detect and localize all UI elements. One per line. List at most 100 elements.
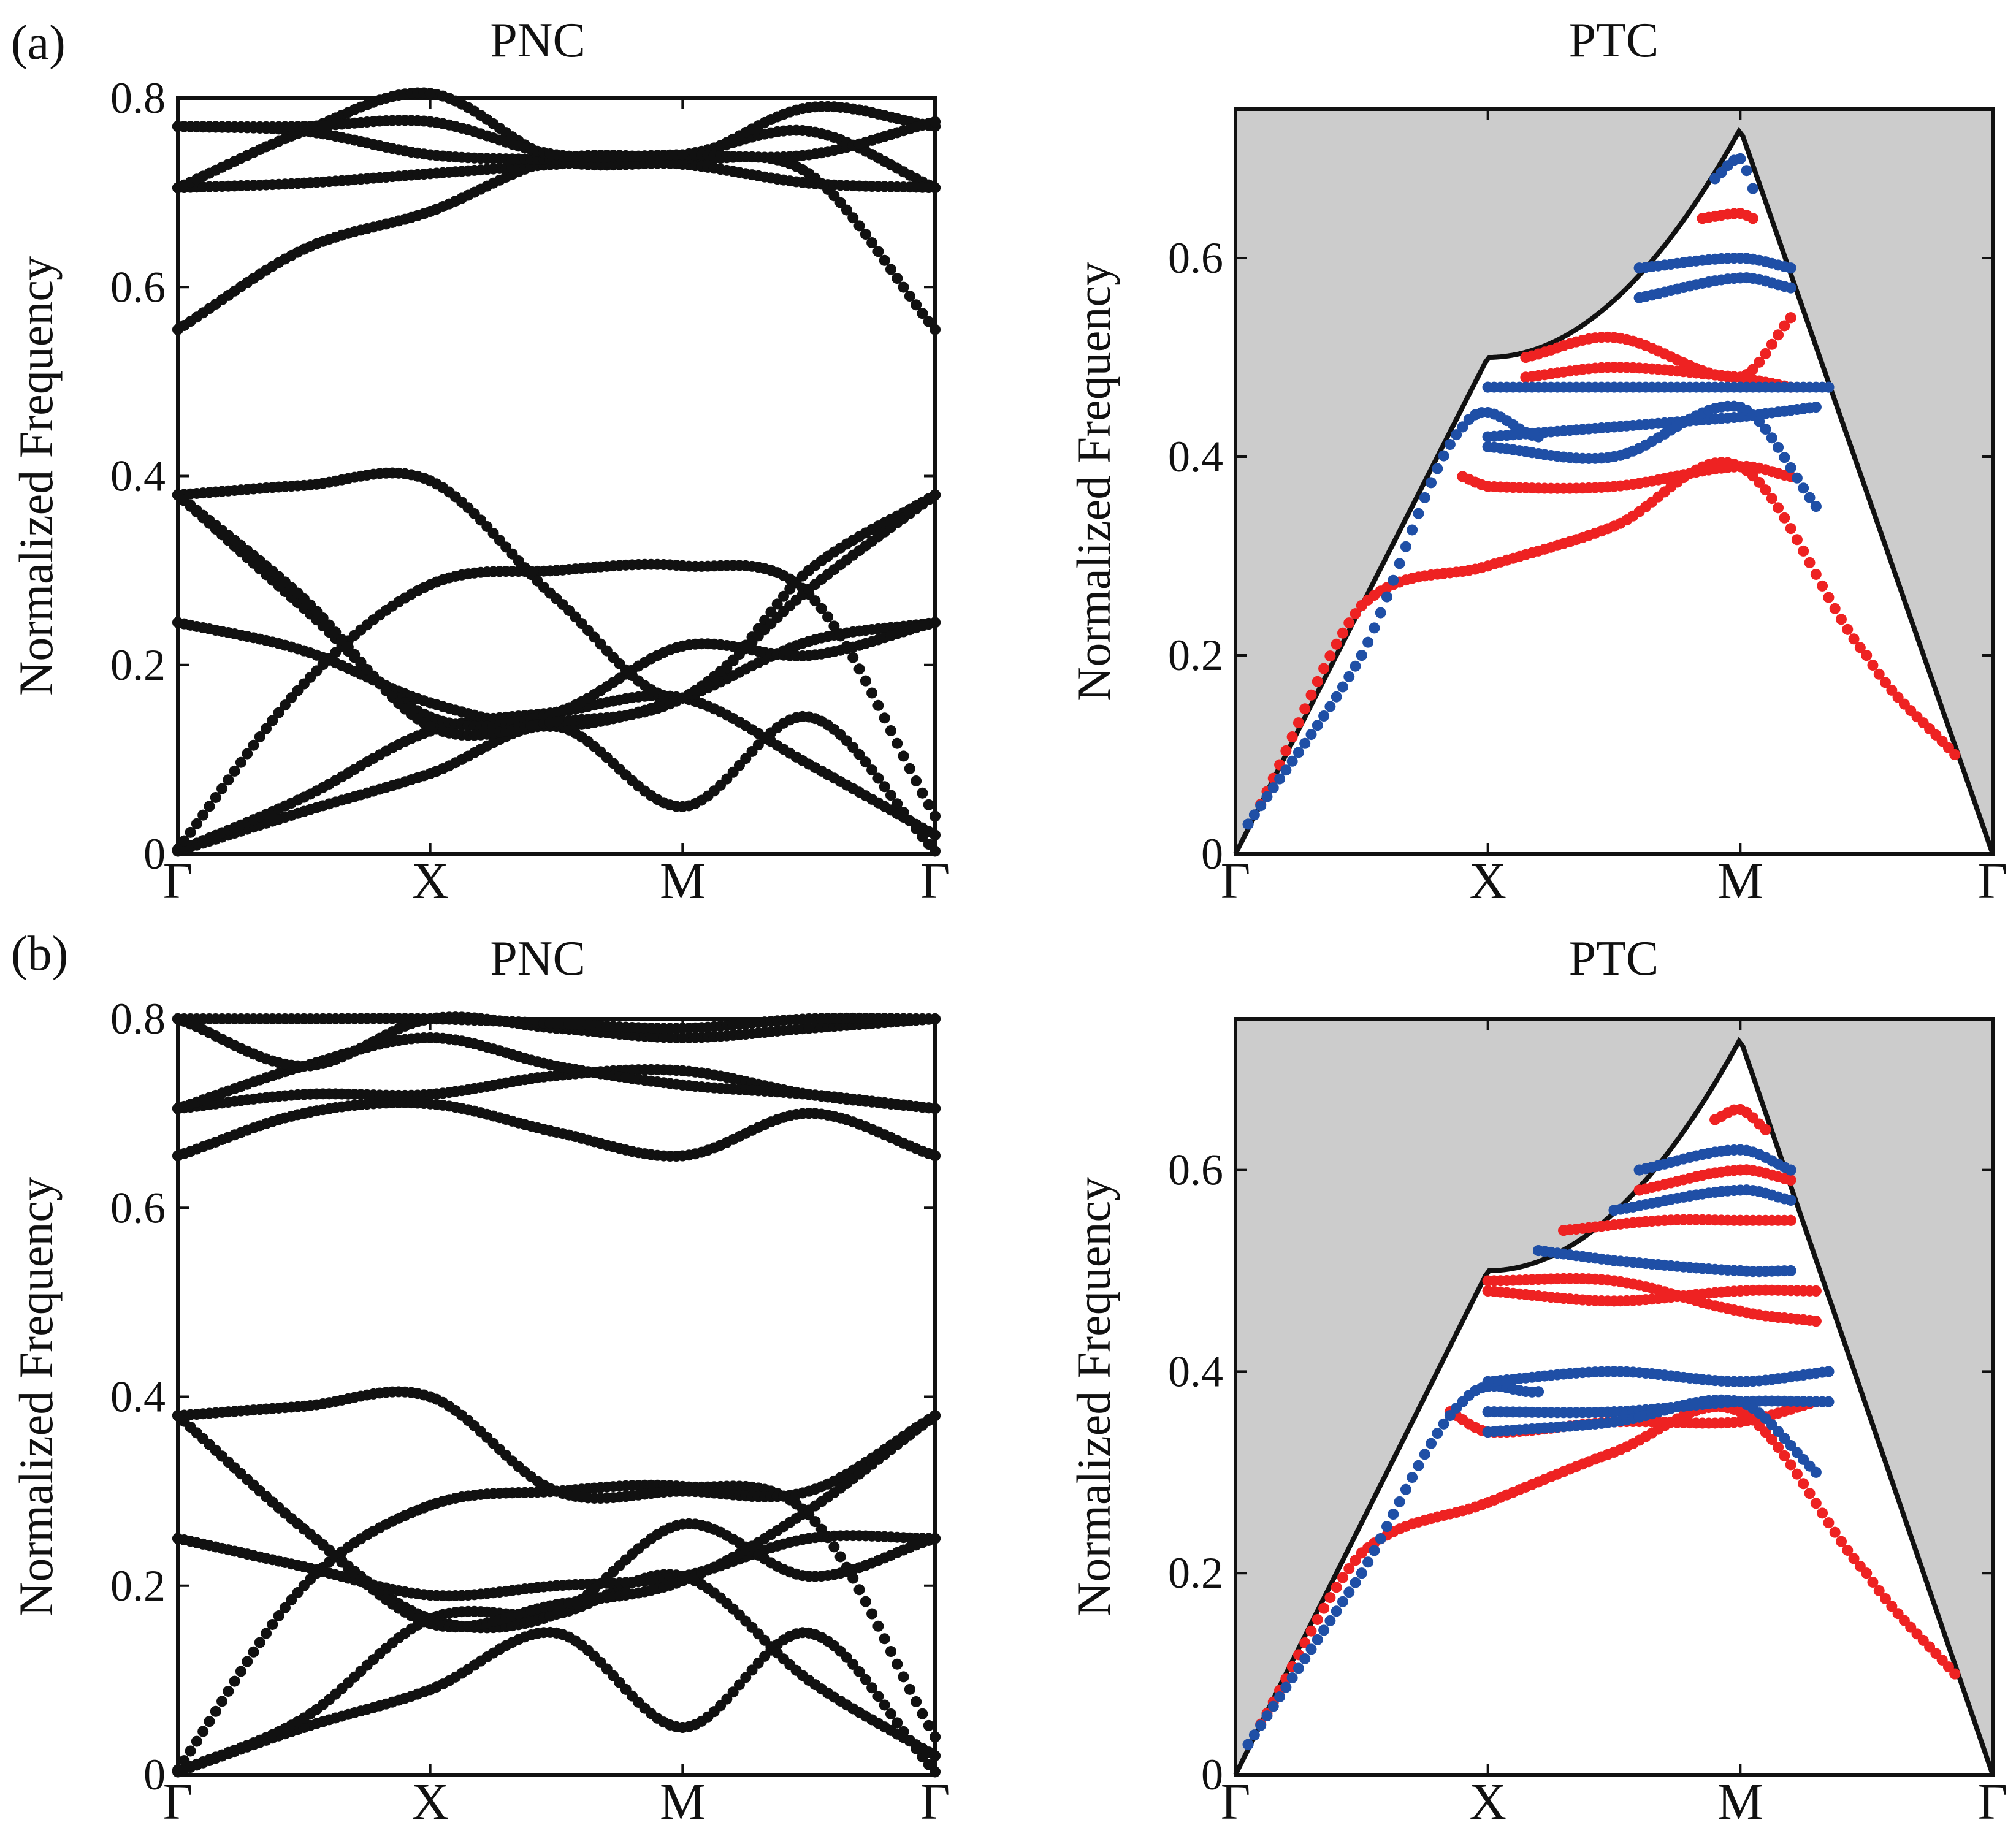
data-point	[1798, 1478, 1809, 1490]
y-tick-label: 0	[143, 829, 166, 878]
sample-point	[1785, 1164, 1796, 1176]
series-band9	[172, 124, 941, 194]
y-tick-label: 0.2	[110, 1561, 166, 1610]
data-point	[771, 598, 783, 610]
data-point	[1381, 591, 1392, 603]
data-point	[248, 1646, 259, 1658]
y-axis-label: Normalized Frequency	[1067, 1177, 1120, 1617]
series-band12	[172, 1012, 941, 1034]
sample-point	[803, 1504, 815, 1516]
sample-point	[803, 102, 815, 113]
sample-point	[1608, 381, 1620, 393]
series-band3	[172, 558, 941, 855]
data-point	[1337, 1572, 1348, 1583]
data-point	[286, 1594, 297, 1605]
sample-point	[1735, 1396, 1746, 1407]
data-point	[1394, 558, 1405, 569]
data-point	[1292, 717, 1304, 729]
data-point	[1766, 493, 1777, 505]
sample-point	[930, 1750, 941, 1762]
data-point	[324, 619, 335, 631]
sample-point	[298, 1108, 310, 1119]
sample-point	[930, 1731, 941, 1743]
data-point	[879, 712, 890, 724]
x-tick-label: M	[1717, 853, 1763, 910]
data-point	[178, 835, 190, 847]
sample-point	[551, 565, 562, 576]
data-point	[1337, 681, 1348, 693]
data-point	[178, 1755, 190, 1767]
data-point	[885, 1708, 896, 1719]
series-blue1	[1242, 1381, 1544, 1750]
series-blue5	[1633, 272, 1796, 303]
y-tick-label: 0.4	[1168, 1347, 1223, 1396]
sample-point	[298, 1561, 310, 1572]
data-point	[1362, 636, 1374, 648]
data-point	[273, 1610, 284, 1622]
sample-point	[1482, 1497, 1494, 1509]
data-point	[1292, 747, 1304, 758]
data-point	[1274, 773, 1286, 785]
data-point	[1369, 622, 1380, 634]
sample-point	[803, 1089, 815, 1100]
data-point	[872, 1620, 884, 1632]
data-point	[1829, 603, 1841, 614]
sample-point	[1242, 818, 1254, 830]
sample-point	[424, 1618, 436, 1629]
data-point	[892, 1717, 903, 1729]
sample-point	[298, 243, 310, 255]
sample-point	[1735, 1265, 1746, 1276]
series-band7	[172, 1410, 941, 1633]
x-tick-label: M	[660, 853, 706, 910]
y-tick-label: 0.6	[110, 262, 166, 311]
sample-point	[298, 593, 310, 604]
data-point	[197, 1726, 209, 1737]
data-point	[828, 620, 840, 632]
sample-point	[172, 617, 183, 628]
y-axis-label: Normalized Frequency	[9, 1177, 63, 1617]
data-point	[898, 1671, 909, 1683]
sample-point	[677, 1150, 689, 1162]
sample-point	[803, 711, 815, 723]
sample-point	[930, 182, 941, 194]
data-point	[235, 1666, 246, 1677]
data-point	[1248, 1729, 1260, 1741]
data-point	[1261, 1710, 1273, 1722]
sample-point	[1457, 1396, 1468, 1407]
sample-point	[677, 1079, 689, 1091]
data-point	[1873, 1585, 1885, 1596]
series-band7	[172, 489, 941, 741]
sample-point	[803, 636, 815, 647]
data-point	[1331, 1605, 1342, 1617]
data-point	[1817, 1507, 1828, 1519]
data-point	[286, 692, 297, 704]
data-point	[1343, 617, 1355, 629]
data-point	[1324, 1615, 1336, 1626]
data-point	[923, 799, 934, 810]
data-point	[872, 699, 884, 711]
data-point	[727, 1686, 739, 1698]
sample-point	[551, 593, 562, 604]
sample-point	[1482, 381, 1494, 393]
data-point	[1785, 523, 1796, 535]
sample-point	[424, 1684, 436, 1696]
data-point	[1305, 1625, 1317, 1637]
sample-point	[1735, 1184, 1746, 1196]
data-point	[866, 1682, 878, 1694]
sample-point	[172, 489, 183, 501]
data-point	[872, 772, 884, 784]
data-point	[1438, 450, 1449, 462]
x-tick-label: M	[1717, 1773, 1763, 1828]
sample-point	[424, 1098, 436, 1110]
data-point	[279, 699, 291, 711]
sample-point	[1823, 1396, 1835, 1407]
data-point	[911, 1696, 922, 1707]
sample-point	[1810, 1466, 1822, 1478]
sample-point	[551, 1580, 562, 1591]
x-tick-label: Γ	[920, 853, 950, 910]
y-tick-label: 0.6	[1168, 1146, 1223, 1195]
sample-point	[677, 1518, 689, 1530]
sample-point	[1949, 749, 1961, 760]
chart-title: PNC	[490, 13, 586, 67]
data-point	[885, 725, 896, 737]
